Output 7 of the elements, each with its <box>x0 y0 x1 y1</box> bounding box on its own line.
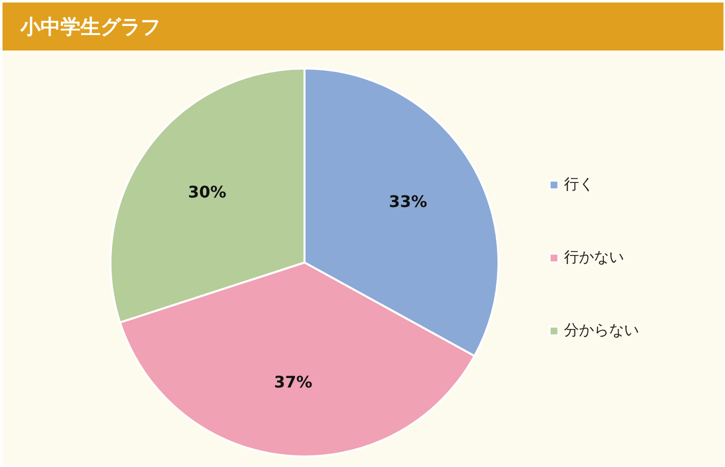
legend-label: 分からない <box>564 321 639 340</box>
data-label: 33% <box>388 192 428 211</box>
data-label: 30% <box>188 182 226 202</box>
legend-label: 行く <box>564 175 594 194</box>
data-label: 37% <box>274 372 312 392</box>
chart-title: 小中学生グラフ <box>20 14 160 38</box>
legend-label: 行かない <box>564 248 624 267</box>
